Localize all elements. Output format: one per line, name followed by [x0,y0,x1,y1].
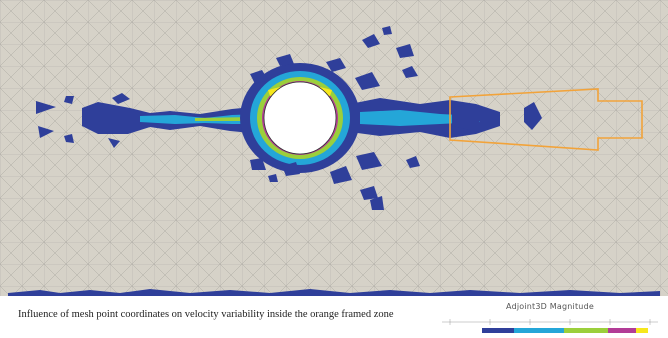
legend-swatch-2 [514,328,564,333]
legend-swatch-4 [608,328,636,333]
legend-swatch-1 [482,328,514,333]
legend-title: Adjoint3D Magnitude [506,302,594,311]
legend-tick-marks [449,319,651,325]
legend-swatch-5 [636,328,648,333]
bottom-wall-sensitivity [8,289,660,296]
legend-colorbar [442,319,658,333]
legend-swatch-3 [564,328,608,333]
orange-frame-zone [449,88,643,151]
simulation-mesh-visualization [0,0,668,296]
color-legend: Adjoint3D Magnitude [436,302,664,336]
figure-caption: Influence of mesh point coordinates on v… [18,309,394,320]
cylinder [263,81,337,155]
